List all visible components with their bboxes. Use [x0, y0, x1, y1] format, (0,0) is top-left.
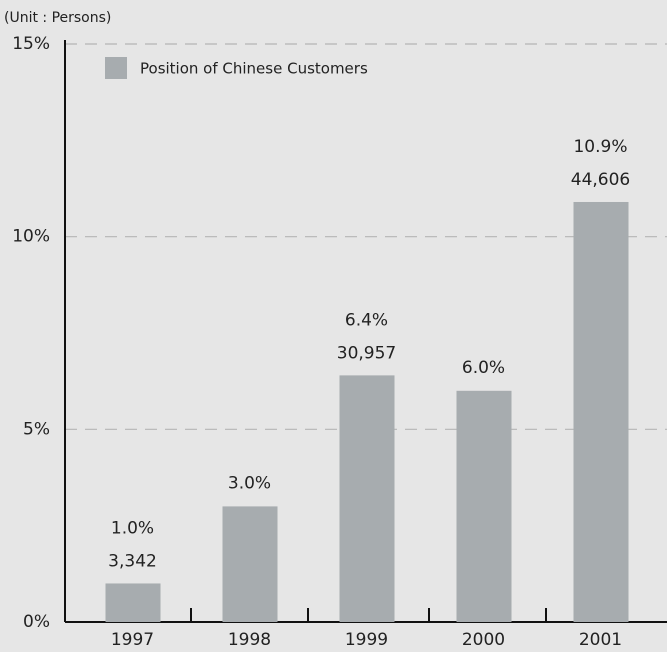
value-label: 6.0%	[462, 358, 505, 378]
count-label: 30,957	[337, 343, 396, 363]
x-tick-label: 2001	[579, 630, 622, 650]
x-tick-label: 2000	[462, 630, 505, 650]
bar	[339, 375, 395, 622]
unit-note: (Unit : Persons)	[4, 10, 111, 26]
y-tick-label: 10%	[12, 227, 50, 247]
x-tick-label: 1997	[111, 630, 154, 650]
y-tick-label: 5%	[23, 419, 50, 439]
bar	[222, 506, 278, 622]
legend-label: Position of Chinese Customers	[140, 60, 368, 78]
value-label: 3.0%	[228, 473, 271, 493]
bar	[456, 390, 512, 622]
x-tick-label: 1999	[345, 630, 388, 650]
bar	[105, 583, 161, 622]
bar	[573, 201, 629, 622]
legend-swatch	[105, 57, 127, 79]
y-tick-label: 15%	[12, 34, 50, 54]
value-label: 1.0%	[111, 518, 154, 538]
value-label: 10.9%	[573, 137, 627, 157]
count-label: 44,606	[571, 170, 630, 190]
count-label: 3,342	[108, 551, 157, 571]
y-tick-label: 0%	[23, 612, 50, 632]
x-tick-label: 1998	[228, 630, 271, 650]
value-label: 6.4%	[345, 310, 388, 330]
